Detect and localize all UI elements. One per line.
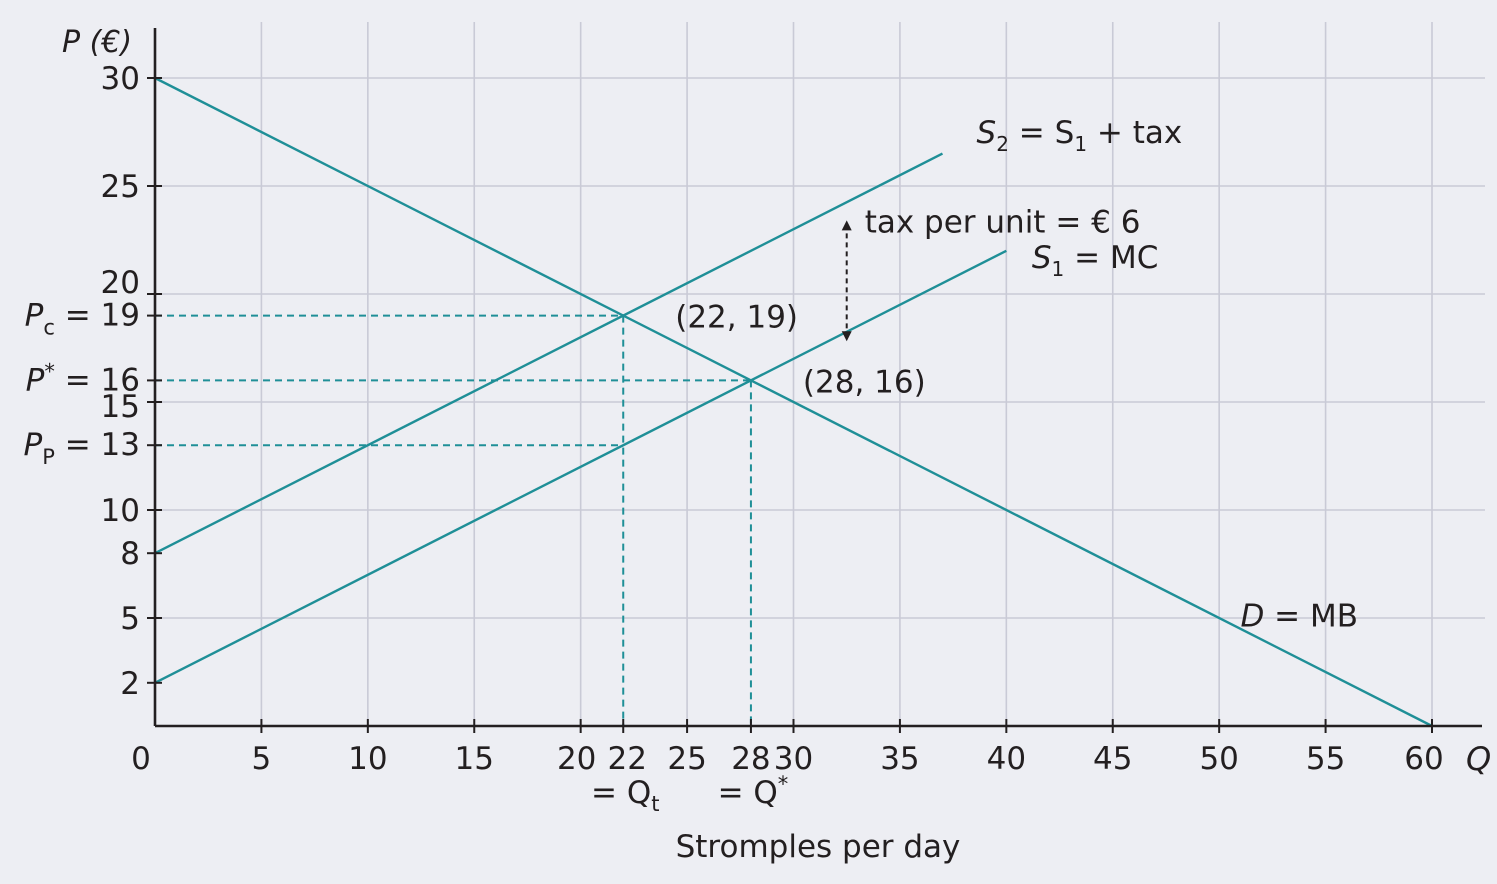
x-tick-label: 40 — [987, 741, 1026, 777]
x-tick-label: 25 — [667, 741, 706, 777]
dashed-guides — [155, 314, 752, 726]
series-line-1 — [154, 249, 1007, 684]
x-tick-label: 0 — [131, 741, 151, 777]
series-label-1: S1 = MC — [1032, 240, 1159, 281]
x-axis-label: Stromples per day — [676, 829, 961, 865]
x-tick-label: 35 — [880, 741, 919, 777]
x-tick-label: 50 — [1199, 741, 1238, 777]
series-line-2 — [154, 152, 944, 555]
x-tick-label: 60 — [1404, 741, 1443, 777]
x-tick-label: 22 — [608, 741, 647, 777]
y-axis-label: P (€) — [62, 25, 132, 60]
point-label-0: (22, 19) — [675, 300, 798, 336]
y-tick-label: 2 — [120, 666, 140, 702]
y-tick-label: 25 — [101, 169, 140, 205]
x-tick-label: 30 — [774, 741, 813, 777]
x-tick-label: 20 — [557, 741, 596, 777]
y-tick-label: 5 — [120, 601, 140, 637]
y-tick-label: 10 — [101, 493, 140, 529]
y-special-tick-label: P* = 16 — [26, 359, 140, 398]
y-tick-label: 30 — [101, 61, 140, 97]
labels: P (€) Q Stromples per day 0 5 10 15 20 22 25 28… — [23, 25, 1491, 865]
series-label-0: D = MB — [1240, 599, 1358, 635]
x-axis-letter: Q — [1466, 740, 1491, 778]
series-line-0 — [154, 76, 1433, 728]
y-special-tick-label: Pc = 19 — [25, 298, 140, 340]
y-tick-label: 20 — [101, 265, 140, 301]
x-tick-label: 15 — [455, 741, 494, 777]
y-special-tick-label: PP = 13 — [23, 427, 140, 469]
x-tick-label: 45 — [1093, 741, 1132, 777]
tax-annotation-label: tax per unit = € 6 — [865, 204, 1141, 240]
tax-arrow-head-down — [841, 331, 852, 342]
x-tick-label: 10 — [348, 741, 387, 777]
x-tick-label: 55 — [1306, 741, 1345, 777]
y-tick-label: 15 — [101, 389, 140, 425]
point-label-1: (28, 16) — [803, 364, 926, 400]
tax-arrow-head-up — [841, 220, 852, 231]
series-label-2: S2 = S1 + tax — [977, 115, 1183, 156]
x-tick-sublabel: = Qt — [591, 775, 659, 816]
grid-lines — [155, 22, 1485, 726]
y-tick-label: 8 — [120, 536, 140, 572]
x-tick-label: 5 — [252, 741, 272, 777]
curves — [154, 76, 1433, 728]
x-tick-label: 28 — [731, 741, 770, 777]
axes — [147, 28, 1482, 733]
x-tick-sublabel: = Q* — [718, 772, 789, 811]
